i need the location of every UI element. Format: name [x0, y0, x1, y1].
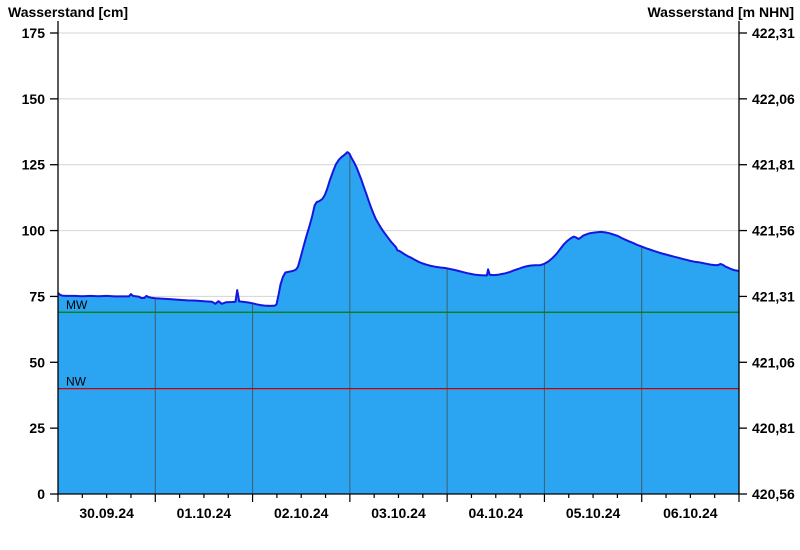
right-tick-label-1: 420,81 — [752, 420, 795, 436]
x-day-label-5: 05.10.24 — [566, 505, 621, 521]
left-tick-label-150: 150 — [22, 91, 46, 107]
water-level-area — [58, 152, 739, 494]
x-day-label-3: 03.10.24 — [371, 505, 426, 521]
right-tick-label-2: 421,06 — [752, 354, 795, 370]
left-tick-label-125: 125 — [22, 157, 46, 173]
x-day-label-1: 01.10.24 — [177, 505, 232, 521]
left-tick-label-50: 50 — [29, 354, 45, 370]
left-tick-label-25: 25 — [29, 420, 45, 436]
x-day-label-4: 04.10.24 — [469, 505, 524, 521]
right-tick-label-3: 421,31 — [752, 288, 795, 304]
water-level-line — [57, 151, 740, 307]
left-axis-title: Wasserstand [cm] — [8, 4, 129, 20]
right-tick-label-0: 420,56 — [752, 486, 795, 502]
left-tick-label-100: 100 — [22, 223, 46, 239]
left-tick-label-0: 0 — [37, 486, 45, 502]
left-tick-label-75: 75 — [29, 288, 45, 304]
x-day-label-2: 02.10.24 — [274, 505, 329, 521]
right-tick-label-5: 421,81 — [752, 157, 795, 173]
right-tick-label-4: 421,56 — [752, 223, 795, 239]
right-tick-label-6: 422,06 — [752, 91, 795, 107]
x-day-label-6: 06.10.24 — [663, 505, 718, 521]
mw-label: MW — [66, 298, 88, 312]
left-tick-label-175: 175 — [22, 25, 46, 41]
right-tick-label-7: 422,31 — [752, 25, 795, 41]
right-axis-title: Wasserstand [m NHN] — [647, 4, 794, 20]
nw-label: NW — [66, 375, 87, 389]
x-day-label-0: 30.09.24 — [79, 505, 134, 521]
